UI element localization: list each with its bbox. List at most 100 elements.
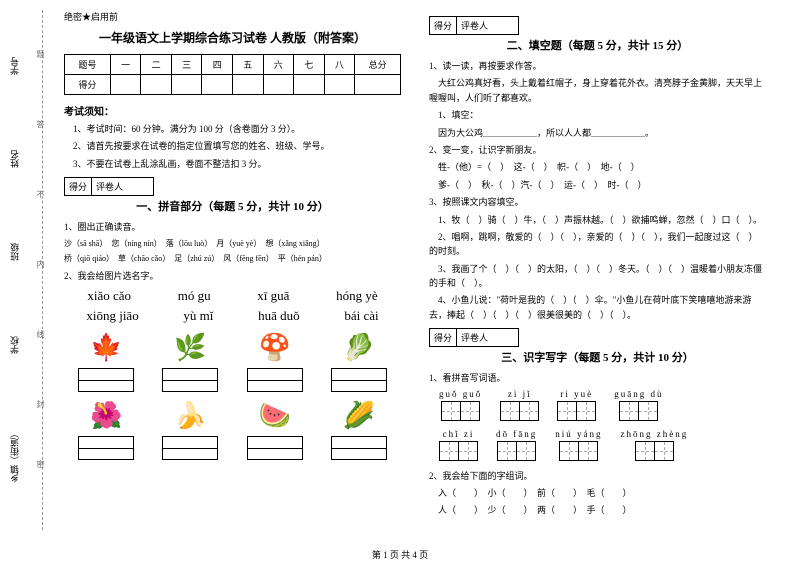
td: 得分 [65,75,111,95]
pinyin: guǒ guǒ [439,389,482,399]
pinyin: yù mǐ [183,308,213,324]
char-box[interactable] [578,441,598,461]
answer-boxes [64,368,401,392]
dash-text: 答 [35,120,46,128]
dash-text: 密 [35,460,46,468]
pinyin: xiōng jiāo [86,308,138,324]
grader-label: 评卷人 [457,329,492,346]
side-label: 学校 [8,336,43,354]
char-box[interactable] [559,441,579,461]
picture-row: 🌺 🍌 🍉 🌽 [64,398,401,434]
notice-item: 2、请首先按要求在试卷的指定位置填写您的姓名、班级、学号。 [64,139,401,153]
pinyin: guāng dù [614,389,663,399]
answer-box[interactable] [331,368,387,392]
fill-line: 牲-（他）=（ ） 这-（ ） 帜-（ ） 地-（ ） [429,160,766,174]
pinyin: mó gu [178,288,211,304]
notice-label: 考试须知： [64,103,401,118]
dash-text: 线 [35,330,46,338]
side-label: 姓名 [8,150,43,168]
dash-text: 封 [35,400,46,408]
dash-text: 题 [35,50,46,58]
pinyin: niú yáng [555,429,602,439]
word-line: 入（ ） 小（ ） 前（ ） 毛（ ） [429,486,766,500]
side-label: 学号 [8,57,43,75]
binding-labels: 学号 姓名 班级 学校 乡镇（街道） [8,20,43,520]
left-column: 绝密★启用前 一年级语文上学期综合练习试卷 人教版（附答案） 题号 一 二 三 … [50,10,415,540]
notice-item: 1、考试时间：60 分钟。满分为 100 分（含卷面分 3 分）。 [64,122,401,136]
question: 1、圈出正确读音。 [64,220,401,234]
answer-box[interactable] [331,436,387,460]
char-box[interactable] [458,441,478,461]
fill-line: 4、小鱼儿说："荷叶是我的（ ）（ ）伞。"小鱼儿在荷叶底下笑嘻嘻地游来游去，捧… [429,293,766,322]
answer-box[interactable] [162,368,218,392]
char-box[interactable] [516,441,536,461]
fill-line: 1、牧（ ）骑（ ）牛，（ ）声振林越。（ ）欲捕鸣蝉，忽然（ ）口（ ）。 [429,213,766,227]
answer-box[interactable] [247,436,303,460]
pinyin: dō fāng [496,429,537,439]
score-label: 得分 [430,329,457,346]
sub-score-box: 得分 评卷人 [429,328,519,347]
pinyin: chǐ zi [443,429,475,439]
th: 三 [171,55,202,75]
right-column: 得分 评卷人 二、填空题（每题 5 分，共计 15 分） 1、读一读，再按要求作… [415,10,780,540]
char-box[interactable] [635,441,655,461]
corn-icon: 🌽 [334,398,384,434]
char-box[interactable] [460,401,480,421]
pinyin: xī guā [257,288,289,304]
char-box[interactable] [439,441,459,461]
section-2-title: 二、填空题（每题 5 分，共计 15 分） [429,37,766,53]
dash-text: 不 [35,190,46,198]
char-box[interactable] [619,401,639,421]
char-box[interactable] [557,401,577,421]
page-footer: 第 1 页 共 4 页 [0,548,800,561]
char-box[interactable] [441,401,461,421]
question: 2、我会给下面的字组词。 [429,469,766,483]
secret-label: 绝密★启用前 [64,10,401,23]
th: 二 [141,55,172,75]
char-grid-row: guǒ guǒ zì jǐ rì yuè guāng dù [429,389,766,421]
answer-box[interactable] [247,368,303,392]
th: 一 [110,55,141,75]
fill-line: 爹-（ ） 秋-（ ）汽-（ ） 运-（ ） 时-（ ） [429,178,766,192]
sub-question: 1、填空： [429,108,766,122]
question: 1、读一读，再按要求作答。 [429,59,766,73]
seal-line [42,10,43,530]
char-box[interactable] [576,401,596,421]
score-table: 题号 一 二 三 四 五 六 七 八 总分 得分 [64,54,401,95]
pinyin: bái cài [344,308,378,324]
answer-boxes [64,436,401,460]
char-box[interactable] [500,401,520,421]
grass-icon: 🌿 [165,330,215,366]
pinyin: huā duǒ [258,308,300,324]
question: 1、看拼音写词语。 [429,371,766,385]
char-box[interactable] [497,441,517,461]
grader-label: 评卷人 [457,17,492,34]
pinyin-line: 沙（sā shā） 您（níng nín） 落（lōu luò） 月（yuè y… [64,238,401,251]
pinyin-options: xiǎo cǎo mó gu xī guā hóng yè [64,288,401,304]
banana-icon: 🍌 [165,398,215,434]
td[interactable] [110,75,141,95]
th: 七 [294,55,325,75]
watermelon-icon: 🍉 [250,398,300,434]
paper-title: 一年级语文上学期综合练习试卷 人教版（附答案） [64,29,401,46]
score-label: 得分 [430,17,457,34]
answer-box[interactable] [78,436,134,460]
pinyin: zhōng zhèng [621,429,689,439]
th: 六 [263,55,294,75]
char-box[interactable] [638,401,658,421]
answer-box[interactable] [162,436,218,460]
cabbage-icon: 🥬 [334,330,384,366]
side-label: 班级 [8,243,43,261]
th: 五 [232,55,263,75]
side-label: 乡镇（街道） [8,429,43,483]
pinyin: hóng yè [336,288,378,304]
sub-score-box: 得分 评卷人 [64,177,154,196]
dash-text: 内 [35,260,46,268]
question: 2、我会给图片选名字。 [64,269,401,283]
sub-score-box: 得分 评卷人 [429,16,519,35]
char-box[interactable] [654,441,674,461]
pinyin: zì jǐ [508,389,532,399]
char-box[interactable] [519,401,539,421]
answer-box[interactable] [78,368,134,392]
fill-line: 3、我画了个（ ）（ ）的太阳，（ ）（ ）冬天。（ ）（ ）温暖着小朋友冻僵的… [429,262,766,291]
